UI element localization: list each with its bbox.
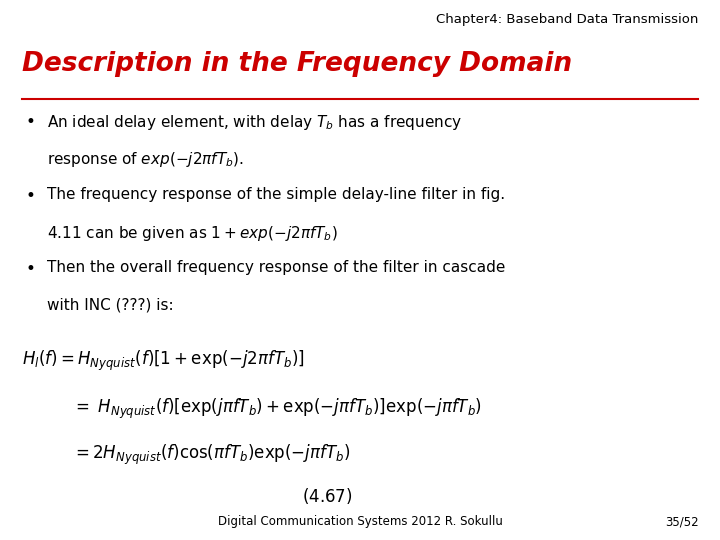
Text: •: • [25,260,35,278]
Text: •: • [25,113,35,131]
Text: •: • [25,187,35,205]
Text: $= 2H_{Nyquist}(f)\cos(\pi fT_b)\exp(-j\pi fT_b)$: $= 2H_{Nyquist}(f)\cos(\pi fT_b)\exp(-j\… [72,443,351,467]
Text: 4.11 can be given as $\mathit{1 + exp(-j2\pi fT_b)}$: 4.11 can be given as $\mathit{1 + exp(-j… [47,224,338,242]
Text: 35/52: 35/52 [665,515,698,528]
Text: $(4.67)$: $(4.67)$ [302,486,353,506]
Text: Digital Communication Systems 2012 R. Sokullu: Digital Communication Systems 2012 R. So… [217,515,503,528]
Text: Chapter4: Baseband Data Transmission: Chapter4: Baseband Data Transmission [436,14,698,26]
Text: Description in the Frequency Domain: Description in the Frequency Domain [22,51,572,77]
Text: An ideal delay element, with delay $T_b$ has a frequency: An ideal delay element, with delay $T_b$… [47,113,462,132]
Text: $H_l(f) = H_{Nyquist}(f)[1 + \exp(-j2\pi fT_b)]$: $H_l(f) = H_{Nyquist}(f)[1 + \exp(-j2\pi… [22,348,305,373]
Text: with INC (???) is:: with INC (???) is: [47,297,174,312]
Text: $= \ H_{Nyquist}(f)[\exp(j\pi fT_b) + \exp(-j\pi fT_b)]\exp(-j\pi fT_b)$: $= \ H_{Nyquist}(f)[\exp(j\pi fT_b) + \e… [72,397,482,421]
Text: The frequency response of the simple delay-line filter in fig.: The frequency response of the simple del… [47,187,505,202]
Text: Then the overall frequency response of the filter in cascade: Then the overall frequency response of t… [47,260,505,275]
Text: response of $\mathit{exp(-j2\pi fT_b)}$.: response of $\mathit{exp(-j2\pi fT_b)}$. [47,150,244,169]
